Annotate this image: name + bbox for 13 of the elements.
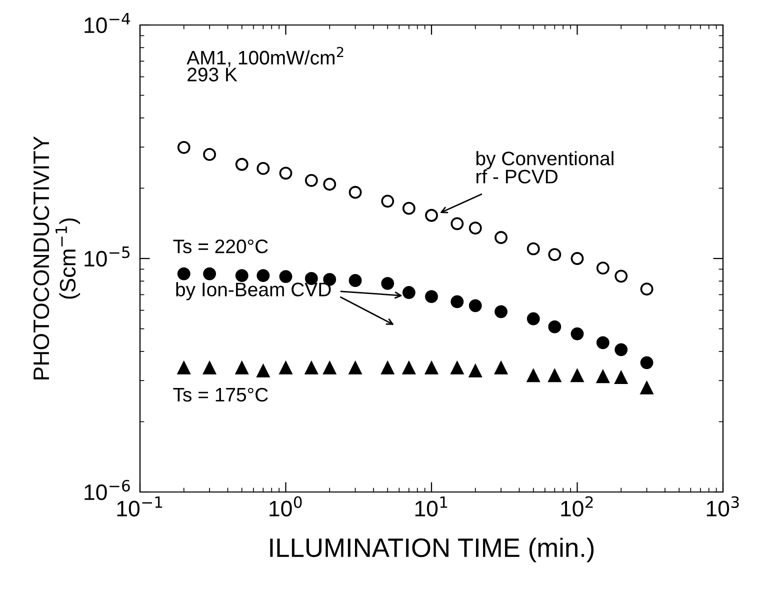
x-tick-label: 10$^{2}$	[561, 496, 593, 516]
x-tick-label: 10$^{1}$	[415, 496, 448, 517]
y-tick-label: 10$^{−4}$	[84, 13, 130, 34]
annotation: by Conventional rf - PCVD	[476, 151, 614, 184]
y-tick-label: 10$^{−5}$	[84, 246, 130, 267]
x-tick-label: 10$^{0}$	[270, 496, 302, 516]
series-label: Ts = 220°C	[173, 240, 268, 254]
series-label: Ts = 175°C	[173, 388, 268, 402]
x-axis-title: ILLUMINATION TIME (min.)	[270, 538, 594, 562]
annotation: by Ion-Beam CVD	[176, 282, 331, 300]
text: AM1, 100mW/cm$^{2}$ 293 K	[186, 46, 344, 82]
y-axis-title: PHOTOCONDUCTIVITY (Scm$^{−1}$)	[33, 136, 80, 380]
x-tick-label: 10$^{3}$	[706, 496, 739, 516]
